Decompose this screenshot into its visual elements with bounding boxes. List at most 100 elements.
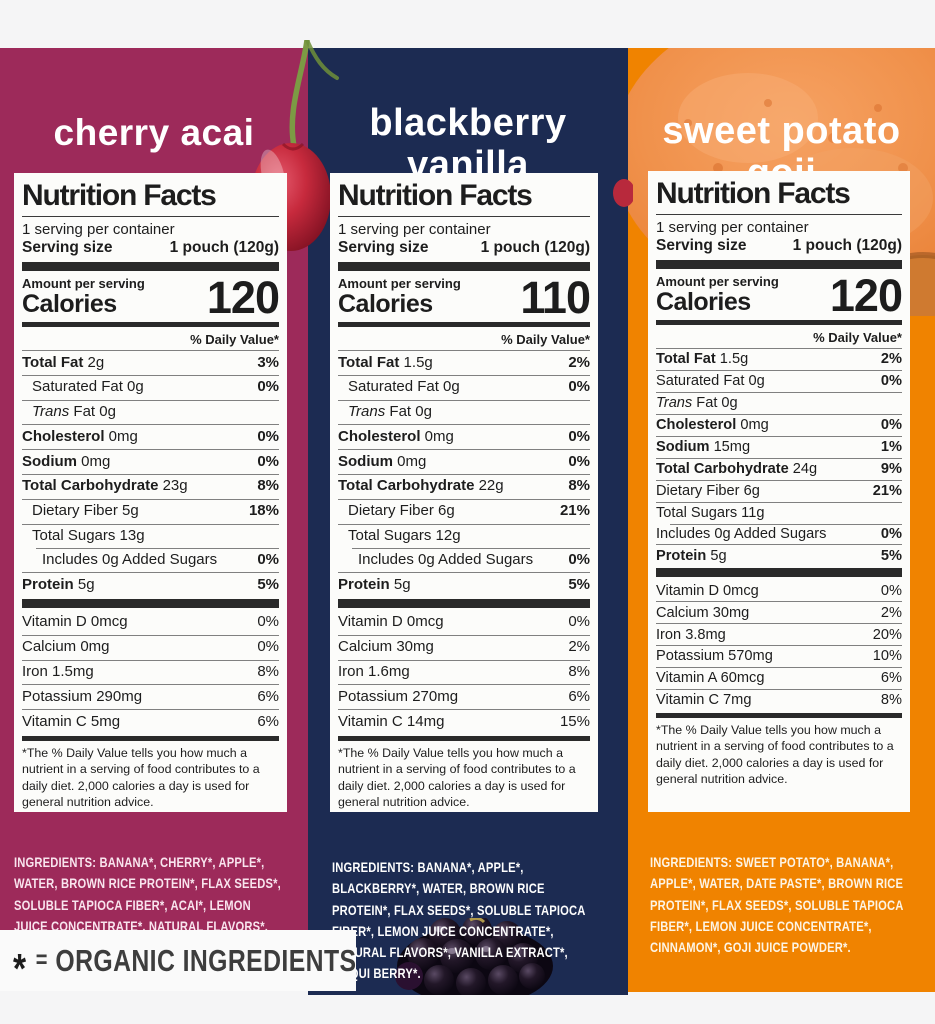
nutrient-row: Trans Fat 0g	[338, 399, 590, 425]
nutrient-row: Total Carbohydrate 23g 8%	[22, 473, 279, 499]
daily-value: 5%	[257, 575, 279, 593]
nutrient-label: Total Carbohydrate 24g	[656, 460, 818, 477]
divider-bar	[338, 598, 590, 608]
nutrient-row: Trans Fat 0g	[656, 391, 902, 414]
daily-value: 3%	[257, 353, 279, 371]
nutrient-label: Total Fat 1.5g	[338, 353, 433, 371]
nutrient-label: Vitamin A 60mcg	[656, 670, 765, 687]
calories-value: 120	[206, 272, 280, 324]
divider-bar	[656, 713, 902, 718]
nutrient-row: Total Carbohydrate 22g 8%	[338, 473, 590, 499]
daily-value: 8%	[257, 477, 279, 495]
vitamin-rows: Vitamin D 0mcg 0% Calcium 30mg 2% Iron 3…	[656, 580, 902, 711]
divider-bar	[656, 320, 902, 325]
nutrient-row: Cholesterol 0mg 0%	[338, 424, 590, 449]
nutrient-label: Total Fat 1.5g	[656, 351, 749, 368]
nutrient-label: Trans Fat 0g	[656, 395, 738, 412]
nutrition-facts-title: Nutrition Facts	[656, 177, 902, 215]
nutrient-label: Calcium 30mg	[656, 604, 750, 621]
nutrient-row: Calcium 30mg 2%	[338, 634, 590, 660]
nutrition-facts-title: Nutrition Facts	[338, 179, 590, 217]
nutrient-label: Total Sugars 13g	[32, 527, 145, 545]
daily-value: 0%	[257, 550, 279, 568]
nutrient-row: Protein 5g 5%	[338, 572, 590, 597]
nutrient-label: Cholesterol 0mg	[22, 427, 138, 445]
daily-value: 6%	[257, 687, 279, 705]
calories-labels: Amount per serving Calories	[656, 274, 779, 315]
calories-label: Calories	[338, 290, 433, 318]
nutrient-row: Protein 5g 5%	[22, 572, 279, 597]
nutrient-label: Trans Fat 0g	[348, 403, 432, 421]
ingredients-blackberry-vanilla: INGREDIENTS: BANANA*, APPLE*, BLACKBERRY…	[332, 859, 586, 982]
daily-value: 0%	[257, 452, 279, 470]
calories-row: Amount per serving Calories 120	[22, 272, 280, 324]
nutrient-row: Total Sugars 12g	[338, 523, 590, 549]
nutrient-label: Includes 0g Added Sugars	[656, 525, 827, 542]
ingredients-sweet-potato-goji: INGREDIENTS: SWEET POTATO*, BANANA*, APP…	[650, 854, 904, 956]
daily-value: 2%	[880, 351, 902, 368]
nutrient-row: Vitamin C 7mg 8%	[656, 689, 902, 711]
daily-value: 6%	[257, 712, 279, 730]
nutrient-label: Saturated Fat 0g	[656, 373, 765, 390]
daily-value: 0%	[880, 373, 902, 390]
daily-value: 0%	[880, 582, 902, 599]
daily-value-header: % Daily Value*	[22, 329, 279, 351]
nutrient-label: Protein 5g	[22, 575, 95, 593]
servings-per-container: 1 serving per container	[338, 221, 491, 238]
cherry-edge-image	[611, 178, 635, 213]
amount-per-serving-label: Amount per serving	[656, 274, 779, 289]
nutrient-label: Vitamin C 14mg	[338, 712, 445, 730]
calories-label: Calories	[22, 290, 117, 318]
daily-value: 0%	[257, 613, 279, 631]
divider-bar	[22, 322, 279, 327]
nutrient-rows: Total Fat 1.5g 2% Saturated Fat 0g 0% Tr…	[656, 349, 902, 566]
nutrient-label: Total Fat 2g	[22, 353, 105, 371]
daily-value: 8%	[880, 692, 902, 709]
nutrient-row: Sodium 0mg 0%	[338, 449, 590, 474]
daily-value: 8%	[568, 477, 590, 495]
nutrient-row: Saturated Fat 0g 0%	[338, 374, 590, 400]
servings-per-container: 1 serving per container	[22, 221, 175, 238]
calories-labels: Amount per serving Calories	[338, 276, 461, 317]
nutrition-facts-label-blackberry-vanilla: Nutrition Facts 1 serving per container …	[330, 173, 598, 812]
flavor-title-cherry-acai: cherry acai	[0, 112, 308, 153]
nutrient-row: Potassium 570mg 10%	[656, 645, 902, 667]
daily-value: 2%	[880, 604, 902, 621]
nutrient-label: Total Carbohydrate 22g	[338, 477, 504, 495]
calories-row: Amount per serving Calories 110	[338, 274, 591, 320]
daily-value: 0%	[257, 427, 279, 445]
divider-bar	[338, 322, 590, 327]
nutrient-row: Saturated Fat 0g 0%	[656, 369, 902, 392]
daily-value-header: % Daily Value*	[338, 329, 590, 351]
nutrient-row: Calcium 0mg 0%	[22, 634, 279, 660]
nutrient-label: Sodium 0mg	[22, 452, 111, 470]
nutrient-row: Sodium 15mg 1%	[656, 435, 902, 458]
daily-value-footnote: *The % Daily Value tells you how much a …	[22, 745, 260, 810]
nutrient-row: Vitamin D 0mcg 0%	[656, 580, 902, 601]
serving-size-label: Serving size	[656, 237, 747, 254]
nutrient-label: Potassium 570mg	[656, 648, 773, 665]
divider-bar	[22, 598, 279, 608]
nutrient-row: Total Fat 1.5g 2%	[656, 349, 902, 370]
calories-label: Calories	[656, 288, 751, 316]
divider-bar	[656, 260, 902, 269]
calories-row: Amount per serving Calories 120	[656, 272, 903, 318]
nutrient-label: Vitamin C 5mg	[22, 712, 121, 730]
nutrient-rows: Total Fat 1.5g 2% Saturated Fat 0g 0% Tr…	[338, 351, 590, 597]
nutrient-label: Total Sugars 11g	[656, 504, 765, 521]
nutrient-label: Trans Fat 0g	[32, 403, 116, 421]
nutrient-row: Vitamin C 14mg 15%	[338, 709, 590, 734]
nutrient-label: Saturated Fat 0g	[348, 378, 460, 396]
daily-value: 0%	[568, 378, 590, 396]
ingredients-cherry-acai: INGREDIENTS: BANANA*, CHERRY*, APPLE*, W…	[14, 854, 281, 934]
divider-bar	[22, 735, 279, 741]
nutrient-row: Includes 0g Added Sugars 0%	[22, 548, 279, 572]
nutrient-label: Sodium 0mg	[338, 452, 427, 470]
flavor-line: blackberry	[369, 101, 567, 144]
nutrient-row: Iron 1.5mg 8%	[22, 659, 279, 685]
vitamin-rows: Vitamin D 0mcg 0% Calcium 0mg 0% Iron 1.…	[22, 611, 279, 734]
nutrient-row: Total Fat 2g 3%	[22, 351, 279, 375]
nutrient-row: Calcium 30mg 2%	[656, 601, 902, 623]
serving-size-label: Serving size	[22, 239, 113, 256]
daily-value: 0%	[568, 550, 590, 568]
